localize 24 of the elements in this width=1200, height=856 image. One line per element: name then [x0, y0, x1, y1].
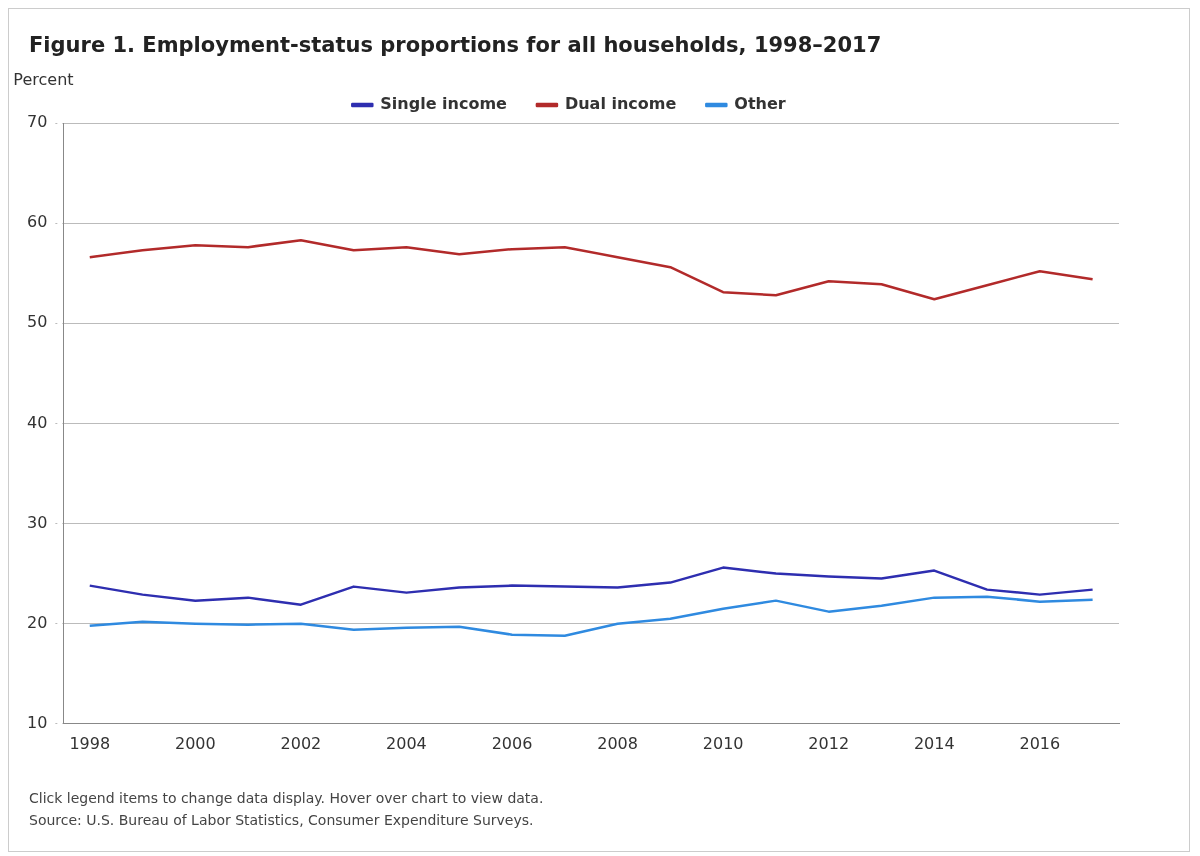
- x-tick-label: 2006: [491, 733, 533, 753]
- y-tick-label: 70: [27, 112, 48, 132]
- text: Click legend items to change data display. Hover over chart to view data.: [29, 789, 545, 808]
- y-tick-label: 10: [27, 712, 48, 732]
- legend-label: Other: [734, 94, 786, 114]
- source-note: Source: U.S. Bureau of Labor Statistics, Consumer Expenditure Surveys.: [29, 811, 535, 830]
- x-tick-label: 2004: [386, 733, 427, 753]
- x-tick-label: 2000: [174, 733, 216, 753]
- y-tick-label: 20: [27, 612, 48, 632]
- y-tick-label: 40: [27, 412, 48, 432]
- y-tick-label: 60: [27, 212, 48, 232]
- y-tick-label: 50: [27, 312, 48, 332]
- x-tick-label: 2012: [808, 733, 850, 753]
- legend-label: Dual income: [564, 94, 677, 114]
- x-tick-label: 2014: [913, 733, 955, 753]
- x-tick-label: 2010: [702, 733, 744, 753]
- chart-title: Figure 1. Employment-status proportions for all households, 1998–2017: [29, 33, 883, 57]
- y-tick-label: 30: [27, 512, 48, 532]
- x-tick-label: 1998: [69, 733, 111, 753]
- legend-label: Single income: [380, 94, 508, 114]
- y-axis-title: Percent: [13, 70, 74, 90]
- x-tick-label: 2002: [280, 733, 322, 753]
- x-tick-label: 2008: [597, 733, 638, 753]
- x-tick-label: 2016: [1019, 733, 1061, 753]
